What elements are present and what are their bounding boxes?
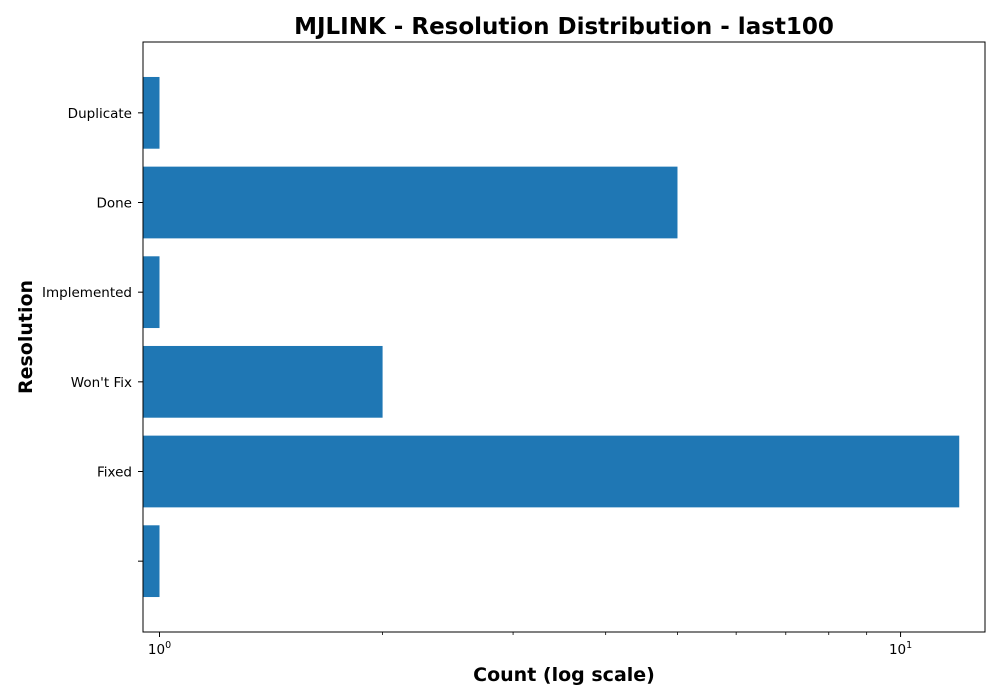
bar-duplicate [143, 76, 160, 149]
plot-area-frame [142, 41, 986, 633]
bar-implemented [143, 256, 160, 329]
x-tick-label: 101 [889, 640, 912, 658]
x-axis-ticks: 100 101 [148, 632, 912, 658]
chart-title: MJLINK - Resolution Distribution - last1… [294, 14, 834, 40]
x-axis-label: Count (log scale) [473, 664, 655, 686]
y-tick-label-done: Done [96, 196, 132, 212]
bar-blank [143, 525, 160, 598]
bar-won-t-fix [143, 345, 383, 418]
y-axis-label: Resolution [15, 280, 37, 394]
bar-done [143, 166, 678, 239]
y-tick-label-won-t-fix: Won't Fix [71, 375, 132, 391]
y-tick-label-fixed: Fixed [97, 464, 132, 480]
y-tick-label-implemented: Implemented [42, 285, 132, 301]
bar-fixed [143, 435, 960, 508]
y-tick-label-duplicate: Duplicate [68, 106, 132, 122]
bars-group [143, 76, 960, 598]
y-axis-ticks: Fixed Won't Fix Implemented Done Duplicate [42, 106, 143, 562]
x-tick-label: 100 [148, 640, 171, 658]
